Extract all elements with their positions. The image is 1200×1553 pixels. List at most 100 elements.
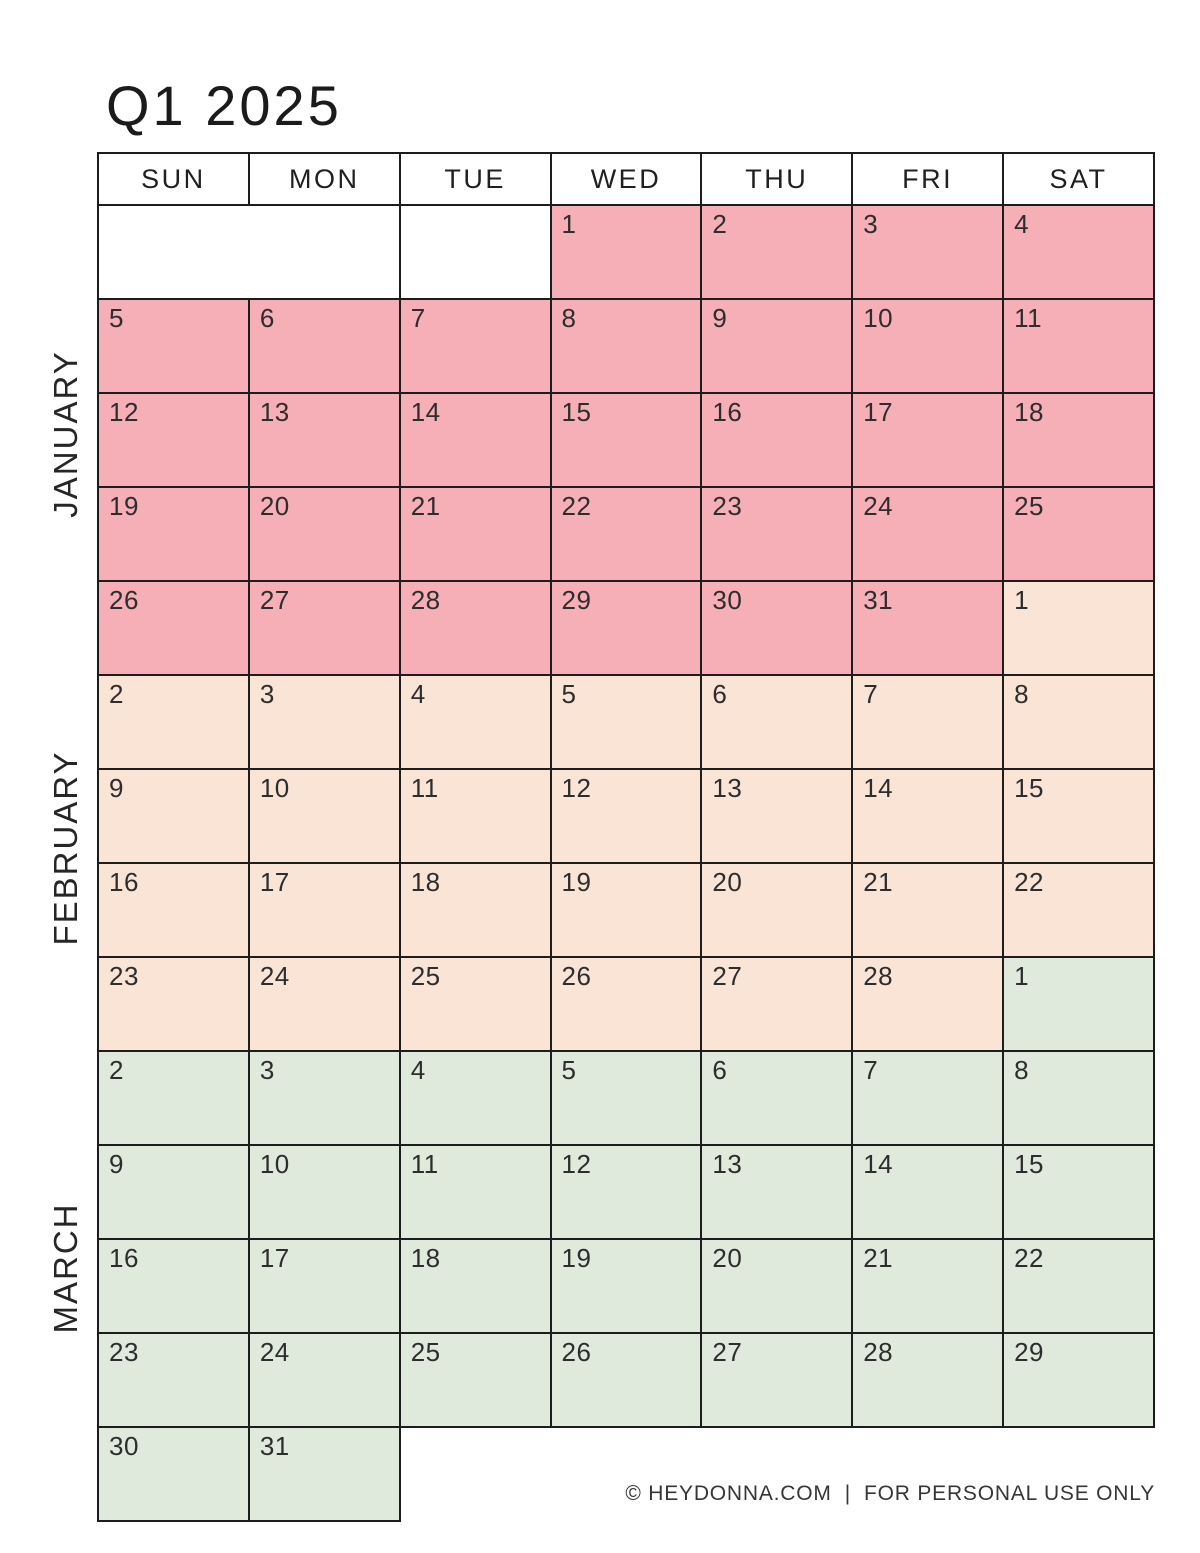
day-number: 22 — [561, 491, 592, 521]
day-cell: 13 — [247, 392, 401, 488]
day-cell: 1 — [549, 204, 703, 300]
day-cell: 29 — [1002, 1332, 1155, 1428]
day-number: 28 — [410, 585, 441, 615]
day-cell: 23 — [97, 1332, 250, 1428]
day-number: 16 — [712, 397, 743, 427]
day-number: 7 — [410, 303, 426, 333]
day-cell: 25 — [1002, 486, 1155, 582]
day-number: 27 — [259, 585, 290, 615]
day-number: 8 — [1014, 1055, 1030, 1085]
day-number: 29 — [1014, 1337, 1044, 1367]
day-cell: 11 — [398, 1144, 552, 1240]
day-number: 17 — [259, 1243, 290, 1273]
month-label-march: MARCH — [47, 1202, 84, 1334]
day-number: 16 — [109, 1243, 139, 1273]
day-number: 4 — [410, 1055, 426, 1085]
empty-cell — [398, 204, 552, 300]
day-number: 3 — [863, 209, 879, 239]
day-number: 11 — [1014, 303, 1043, 333]
weekday-header-sun: SUN — [97, 152, 250, 206]
day-cell: 1 — [1002, 956, 1155, 1052]
day-cell: 9 — [97, 768, 250, 864]
day-cell: 28 — [398, 580, 552, 676]
day-cell: 12 — [549, 1144, 703, 1240]
day-cell: 2 — [700, 204, 854, 300]
day-cell: 18 — [1002, 392, 1155, 488]
day-number: 21 — [410, 491, 441, 521]
day-number: 10 — [863, 303, 894, 333]
day-cell: 6 — [700, 674, 854, 770]
day-number: 24 — [259, 1337, 290, 1367]
day-number: 17 — [259, 867, 290, 897]
day-cell: 28 — [851, 956, 1005, 1052]
day-cell: 13 — [700, 1144, 854, 1240]
day-number: 23 — [109, 1337, 139, 1367]
day-number: 24 — [863, 491, 894, 521]
day-cell: 14 — [851, 768, 1005, 864]
day-number: 31 — [863, 585, 894, 615]
day-number: 6 — [259, 303, 275, 333]
day-number: 19 — [561, 867, 592, 897]
week-row: 2 3 4 5 6 7 8 — [97, 1050, 1155, 1146]
day-cell: 25 — [398, 956, 552, 1052]
day-number: 3 — [259, 679, 275, 709]
week-row: 19 20 21 22 23 24 25 — [97, 486, 1155, 582]
day-cell: 10 — [247, 1144, 401, 1240]
day-number: 4 — [410, 679, 426, 709]
day-cell: 4 — [1002, 204, 1155, 300]
day-cell: 19 — [549, 1238, 703, 1334]
weekday-header-row: SUN MON TUE WED THU FRI SAT — [97, 152, 1155, 206]
day-number: 22 — [1014, 1243, 1044, 1273]
day-number: 9 — [712, 303, 728, 333]
day-number: 1 — [1014, 585, 1030, 615]
day-number: 15 — [561, 397, 592, 427]
week-row: 16 17 18 19 20 21 22 — [97, 862, 1155, 958]
week-row: 9 10 11 12 13 14 15 — [97, 1144, 1155, 1240]
day-cell: 17 — [247, 1238, 401, 1334]
week-row: 23 24 25 26 27 28 29 — [97, 1332, 1155, 1428]
day-cell: 25 — [398, 1332, 552, 1428]
day-number: 14 — [410, 397, 441, 427]
day-number: 3 — [259, 1055, 275, 1085]
day-number: 21 — [863, 1243, 894, 1273]
day-cell: 22 — [1002, 862, 1155, 958]
day-cell: 21 — [851, 1238, 1005, 1334]
empty-cell — [97, 204, 401, 300]
day-cell: 7 — [398, 298, 552, 394]
day-number: 14 — [863, 1149, 894, 1179]
day-number: 9 — [109, 1149, 124, 1179]
week-row: 30 31 — [97, 1426, 1154, 1522]
week-row: 5 6 7 8 9 10 11 — [97, 298, 1155, 394]
weekday-header-wed: WED — [549, 152, 703, 206]
day-cell: 2 — [97, 674, 250, 770]
day-number: 14 — [863, 773, 894, 803]
day-number: 1 — [561, 209, 577, 239]
day-cell: 21 — [851, 862, 1005, 958]
day-cell: 7 — [851, 674, 1005, 770]
day-number: 17 — [863, 397, 894, 427]
day-cell: 14 — [851, 1144, 1005, 1240]
day-cell: 5 — [97, 298, 250, 394]
day-cell: 29 — [549, 580, 703, 676]
day-number: 15 — [1014, 1149, 1044, 1179]
footer-separator: | — [844, 1482, 851, 1505]
day-cell: 27 — [700, 956, 854, 1052]
day-cell: 4 — [398, 674, 552, 770]
day-cell: 8 — [1002, 674, 1155, 770]
day-number: 29 — [561, 585, 592, 615]
day-cell: 26 — [549, 956, 703, 1052]
footer: © HEYDONNA.COM | FOR PERSONAL USE ONLY — [625, 1482, 1155, 1506]
day-cell: 24 — [247, 956, 401, 1052]
day-cell: 21 — [398, 486, 552, 582]
day-cell: 4 — [398, 1050, 552, 1146]
day-cell: 11 — [398, 768, 552, 864]
day-number: 20 — [712, 1243, 743, 1273]
day-number: 8 — [561, 303, 577, 333]
day-cell: 18 — [398, 1238, 552, 1334]
day-cell: 30 — [97, 1426, 250, 1522]
day-cell: 16 — [97, 1238, 250, 1334]
day-cell: 12 — [549, 768, 703, 864]
footer-usage: FOR PERSONAL USE ONLY — [863, 1482, 1155, 1505]
day-number: 31 — [259, 1431, 290, 1461]
